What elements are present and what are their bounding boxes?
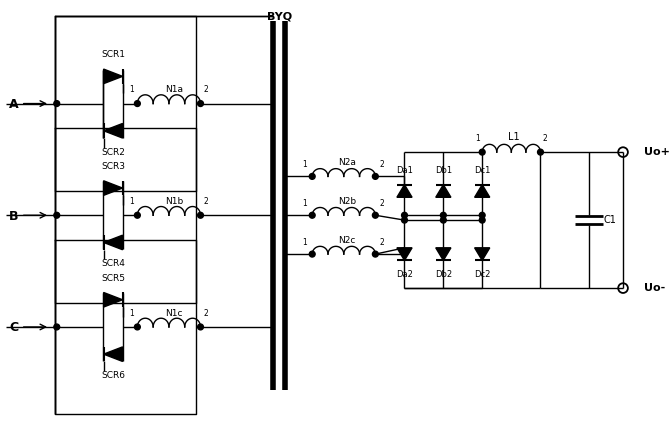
Circle shape <box>372 251 378 257</box>
Text: BYQ: BYQ <box>267 11 292 21</box>
Text: SCR2: SCR2 <box>101 148 125 157</box>
Text: SCR6: SCR6 <box>101 371 125 380</box>
Polygon shape <box>103 293 122 307</box>
Polygon shape <box>103 347 122 362</box>
Text: Dc1: Dc1 <box>474 166 491 175</box>
Text: 2: 2 <box>204 197 209 206</box>
Text: 2: 2 <box>380 238 384 247</box>
Text: 1: 1 <box>302 238 307 247</box>
Circle shape <box>134 101 140 107</box>
Circle shape <box>198 324 204 330</box>
Circle shape <box>440 212 446 218</box>
Circle shape <box>479 212 485 218</box>
Circle shape <box>309 173 315 179</box>
Text: N2b: N2b <box>337 197 355 206</box>
Text: SCR3: SCR3 <box>101 162 125 171</box>
Circle shape <box>402 212 407 218</box>
Polygon shape <box>474 185 490 197</box>
Text: 1: 1 <box>129 197 134 206</box>
Text: SCR4: SCR4 <box>101 259 125 268</box>
Circle shape <box>198 212 204 218</box>
Text: C: C <box>9 321 18 334</box>
Text: SCR5: SCR5 <box>101 274 125 283</box>
Circle shape <box>372 212 378 218</box>
Text: 2: 2 <box>380 160 384 169</box>
Text: SCR1: SCR1 <box>101 51 125 60</box>
Text: N2c: N2c <box>338 236 355 245</box>
Text: 1: 1 <box>302 199 307 208</box>
Circle shape <box>134 212 140 218</box>
Text: L1: L1 <box>509 132 520 142</box>
Text: C1: C1 <box>604 215 617 225</box>
Polygon shape <box>474 248 490 260</box>
Text: 2: 2 <box>204 309 209 318</box>
Text: 2: 2 <box>380 199 384 208</box>
Text: 1: 1 <box>475 134 480 143</box>
Circle shape <box>440 217 446 223</box>
Text: Dc2: Dc2 <box>474 270 491 279</box>
Text: B: B <box>9 210 19 223</box>
Text: Db1: Db1 <box>435 166 452 175</box>
Circle shape <box>479 217 485 223</box>
Circle shape <box>402 217 407 223</box>
Circle shape <box>54 324 60 330</box>
Circle shape <box>479 149 485 155</box>
Polygon shape <box>103 235 122 250</box>
Text: 2: 2 <box>543 134 548 143</box>
Text: Da1: Da1 <box>396 166 413 175</box>
Text: N1a: N1a <box>165 86 183 95</box>
Text: 1: 1 <box>302 160 307 169</box>
Circle shape <box>372 173 378 179</box>
Circle shape <box>538 149 544 155</box>
Polygon shape <box>103 69 122 84</box>
Circle shape <box>198 101 204 107</box>
Text: 2: 2 <box>204 86 209 95</box>
Polygon shape <box>103 181 122 195</box>
Polygon shape <box>103 124 122 138</box>
Text: 1: 1 <box>129 309 134 318</box>
Circle shape <box>309 212 315 218</box>
Circle shape <box>309 251 315 257</box>
Polygon shape <box>435 248 451 260</box>
Text: N2a: N2a <box>338 158 355 167</box>
Polygon shape <box>435 185 451 197</box>
Circle shape <box>134 324 140 330</box>
Circle shape <box>54 101 60 107</box>
Polygon shape <box>397 185 412 197</box>
Text: Uo+: Uo+ <box>644 147 670 157</box>
Circle shape <box>54 212 60 218</box>
Text: N1c: N1c <box>165 309 183 318</box>
Polygon shape <box>397 248 412 260</box>
Text: 1: 1 <box>129 86 134 95</box>
Text: Db2: Db2 <box>435 270 452 279</box>
Text: A: A <box>9 98 19 111</box>
Text: Da2: Da2 <box>396 270 413 279</box>
Text: Uo-: Uo- <box>644 283 666 293</box>
Text: N1b: N1b <box>165 197 183 206</box>
